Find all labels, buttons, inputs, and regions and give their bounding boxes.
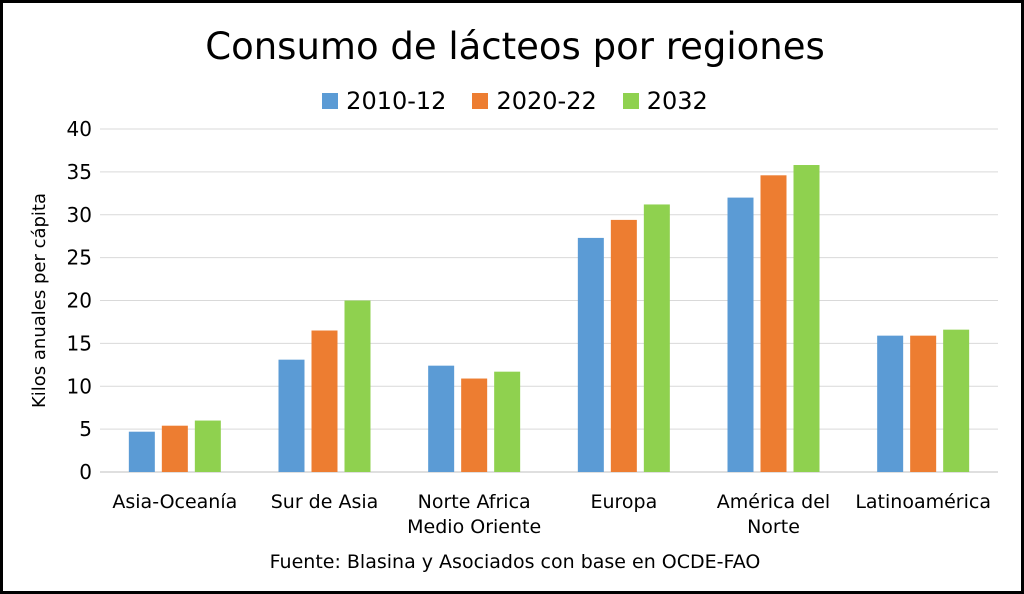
bar-2010-12-1 xyxy=(278,359,305,472)
x-tick-label: América del Norte xyxy=(717,491,830,538)
x-tick-label: Latinoamérica xyxy=(855,491,991,513)
y-tick-label: 35 xyxy=(67,160,92,184)
legend-swatch-0 xyxy=(322,93,339,109)
legend-label-2: 2032 xyxy=(646,87,708,115)
legend-item-2: 2032 xyxy=(622,87,708,115)
bar-2010-12-5 xyxy=(877,335,904,472)
legend-item-0: 2010-12 xyxy=(322,87,446,115)
y-tick-label: 30 xyxy=(67,203,92,227)
source-note: Fuente: Blasina y Asociados con base en … xyxy=(269,551,761,573)
bar-2032-3 xyxy=(643,204,670,472)
legend-swatch-2 xyxy=(622,93,639,109)
chart-title: Consumo de lácteos por regiones xyxy=(205,25,825,68)
bar-2020-22-3 xyxy=(610,219,637,472)
y-tick-label: 15 xyxy=(67,331,92,355)
legend-label-0: 2010-12 xyxy=(346,87,447,115)
x-tick-label: Asia-Oceanía xyxy=(112,491,237,513)
y-tick-label: 20 xyxy=(67,289,92,313)
y-axis-title: Kilos anuales per cápita xyxy=(29,193,50,408)
bar-2020-22-1 xyxy=(311,330,338,472)
x-tick-label: Norte Africa Medio Oriente xyxy=(407,491,541,538)
legend-item-1: 2020-22 xyxy=(472,87,597,115)
bar-2032-0 xyxy=(194,420,221,472)
bar-2032-1 xyxy=(344,300,371,472)
bar-2020-22-0 xyxy=(161,425,188,472)
bar-2020-22-2 xyxy=(461,378,488,472)
legend-label-1: 2020-22 xyxy=(496,87,597,115)
bar-2020-22-4 xyxy=(760,175,787,472)
bar-2032-4 xyxy=(793,165,820,472)
bar-2010-12-2 xyxy=(428,365,455,472)
x-tick-label: Europa xyxy=(590,491,657,513)
y-tick-label: 40 xyxy=(67,117,92,141)
y-tick-label: 5 xyxy=(79,417,92,441)
y-tick-label: 10 xyxy=(67,374,92,398)
bar-2010-12-3 xyxy=(577,237,604,472)
plot-area: 0 5 10 15 20 25 30 35 40 Kilos anuales per cápita… xyxy=(29,117,998,538)
legend: 2010-12 2020-22 2032 xyxy=(3,87,1024,115)
bar-2010-12-4 xyxy=(727,197,754,472)
y-tick-label: 0 xyxy=(79,460,92,484)
x-tick-label: Sur de Asia xyxy=(271,491,379,513)
bar-2032-2 xyxy=(494,371,521,472)
bar-2020-22-5 xyxy=(910,335,937,472)
bar-2010-12-0 xyxy=(128,431,155,472)
bar-2032-5 xyxy=(943,329,970,472)
legend-swatch-1 xyxy=(472,93,489,109)
y-tick-label: 25 xyxy=(67,246,92,270)
